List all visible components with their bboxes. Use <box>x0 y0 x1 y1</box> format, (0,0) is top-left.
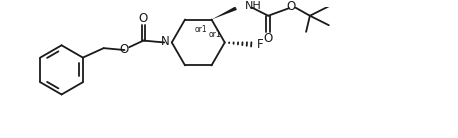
Text: N: N <box>161 35 169 48</box>
Text: O: O <box>286 0 295 13</box>
Text: F: F <box>257 38 263 51</box>
Polygon shape <box>212 6 237 19</box>
Text: O: O <box>120 43 129 56</box>
Text: or1: or1 <box>195 25 208 34</box>
Text: O: O <box>139 12 148 25</box>
Text: or1: or1 <box>208 30 221 39</box>
Text: NH: NH <box>245 1 262 11</box>
Text: O: O <box>264 32 273 45</box>
